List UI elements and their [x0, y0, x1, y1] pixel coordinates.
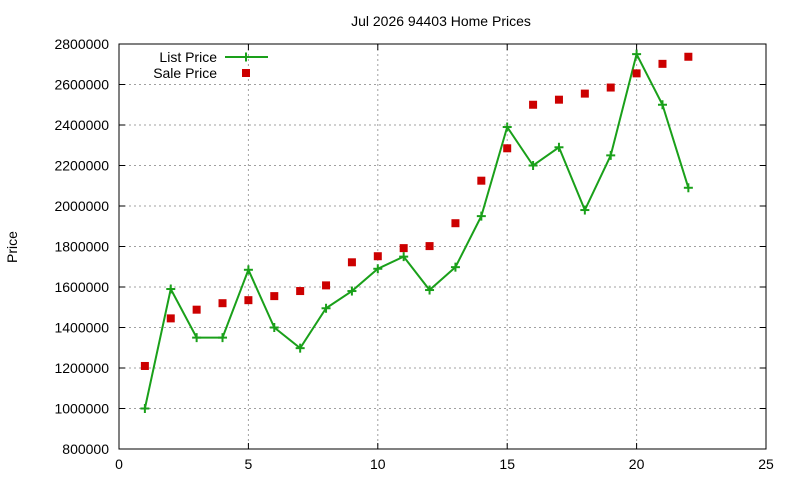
sale-price-point	[503, 144, 512, 153]
sale-price-point	[218, 299, 227, 308]
list-price-point	[192, 333, 202, 343]
x-tick-label: 20	[629, 456, 645, 472]
legend-label: List Price	[159, 49, 217, 65]
sale-price-point	[322, 281, 331, 290]
sale-price-point	[684, 52, 693, 61]
list-price-point	[295, 343, 305, 353]
sale-price-point	[192, 305, 201, 314]
list-price-point	[166, 284, 176, 294]
list-price-line	[143, 51, 690, 409]
grid	[119, 44, 766, 449]
list-price-point	[632, 49, 642, 59]
list-price-point	[476, 211, 486, 221]
y-tick-label: 2200000	[54, 158, 109, 174]
legend-label: Sale Price	[153, 65, 217, 81]
list-price-point	[218, 333, 228, 343]
sale-price-point	[399, 244, 408, 253]
sale-price-point	[451, 219, 460, 228]
y-tick-label: 1200000	[54, 360, 109, 376]
sale-price-point	[606, 83, 615, 92]
y-tick-label: 800000	[62, 441, 109, 457]
plot-border	[118, 43, 767, 450]
sale-price-point	[244, 296, 253, 305]
y-tick-label: 1400000	[54, 320, 109, 336]
sale-price-point	[529, 100, 538, 109]
sale-price-point	[373, 252, 382, 261]
plot-frame	[118, 43, 767, 450]
y-tick-label: 1800000	[54, 239, 109, 255]
series-layer	[140, 49, 693, 413]
sale-price-point	[166, 314, 175, 323]
x-tick-label: 25	[758, 456, 774, 472]
list-price-point	[554, 142, 564, 152]
x-tick-label: 0	[115, 456, 123, 472]
y-tick-label: 2400000	[54, 117, 109, 133]
list-price-point	[243, 265, 253, 275]
list-price-point	[657, 100, 667, 110]
list-price-point	[269, 323, 279, 332]
series-1	[140, 49, 693, 413]
sale-price-point	[658, 59, 667, 68]
legend-swatch-marker	[242, 69, 250, 77]
x-tick-label: 10	[370, 456, 386, 472]
list-price-point	[425, 285, 435, 295]
sale-price-point	[425, 242, 434, 251]
y-tick-label: 1000000	[54, 401, 109, 417]
list-price-point	[321, 303, 331, 313]
legend-swatch-marker	[241, 52, 251, 62]
sale-price-point	[632, 69, 641, 78]
sale-price-point	[347, 258, 356, 267]
series-2	[140, 52, 693, 370]
sale-price-point	[554, 95, 563, 104]
list-price-point	[373, 264, 383, 274]
y-tick-label: 2600000	[54, 77, 109, 93]
sale-price-point	[296, 287, 305, 296]
tick-labels: 0 5 10 15 20 25 800000 1000000 1200000 1400000 160…	[54, 36, 774, 472]
list-price-point	[399, 252, 409, 262]
x-tick-label: 5	[245, 456, 253, 472]
sale-price-point	[270, 292, 279, 301]
y-tick-label: 1600000	[54, 279, 109, 295]
x-tick-label: 15	[499, 456, 515, 472]
sale-price-point	[140, 361, 149, 370]
list-price-point	[140, 404, 150, 413]
list-price-point	[502, 122, 512, 132]
list-price-point	[528, 161, 538, 170]
y-tick-label: 2000000	[54, 198, 109, 214]
list-price-point	[580, 205, 590, 215]
list-price-point	[683, 183, 693, 193]
sale-price-point	[580, 89, 589, 98]
y-axis-label: Price	[4, 231, 20, 263]
list-price-point	[450, 262, 460, 272]
list-price-point	[347, 286, 357, 296]
chart-title: Jul 2026 94403 Home Prices	[351, 13, 531, 29]
sale-price-point	[477, 176, 486, 185]
y-tick-label: 2800000	[54, 36, 109, 52]
list-price-point	[606, 150, 616, 160]
